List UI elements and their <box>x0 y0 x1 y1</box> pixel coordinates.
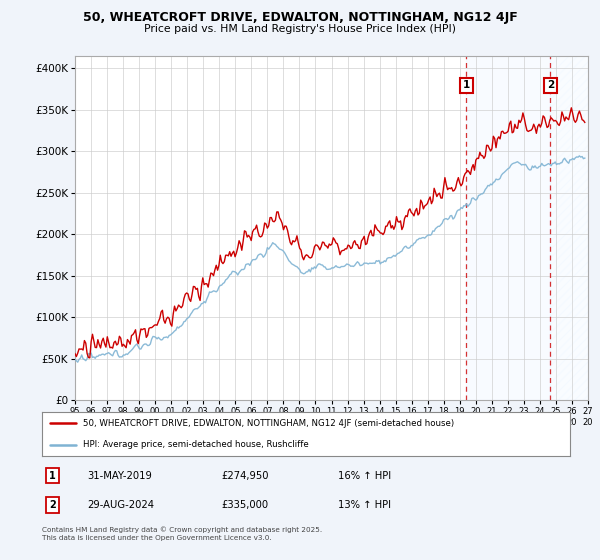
Bar <box>550 56 588 400</box>
Text: £335,000: £335,000 <box>221 500 269 510</box>
Text: 50, WHEATCROFT DRIVE, EDWALTON, NOTTINGHAM, NG12 4JF: 50, WHEATCROFT DRIVE, EDWALTON, NOTTINGH… <box>83 11 517 24</box>
Text: £274,950: £274,950 <box>221 470 269 480</box>
Text: 1: 1 <box>49 470 56 480</box>
Text: 31-MAY-2019: 31-MAY-2019 <box>87 470 152 480</box>
Bar <box>466 56 550 400</box>
Text: 16% ↑ HPI: 16% ↑ HPI <box>338 470 391 480</box>
Text: Price paid vs. HM Land Registry's House Price Index (HPI): Price paid vs. HM Land Registry's House … <box>144 24 456 34</box>
Text: 13% ↑ HPI: 13% ↑ HPI <box>338 500 391 510</box>
Text: 50, WHEATCROFT DRIVE, EDWALTON, NOTTINGHAM, NG12 4JF (semi-detached house): 50, WHEATCROFT DRIVE, EDWALTON, NOTTINGH… <box>83 419 454 428</box>
Text: Contains HM Land Registry data © Crown copyright and database right 2025.
This d: Contains HM Land Registry data © Crown c… <box>42 526 322 541</box>
Text: 1: 1 <box>463 80 470 90</box>
Text: 29-AUG-2024: 29-AUG-2024 <box>87 500 154 510</box>
Text: HPI: Average price, semi-detached house, Rushcliffe: HPI: Average price, semi-detached house,… <box>83 440 309 449</box>
Text: 2: 2 <box>547 80 554 90</box>
Text: 2: 2 <box>49 500 56 510</box>
